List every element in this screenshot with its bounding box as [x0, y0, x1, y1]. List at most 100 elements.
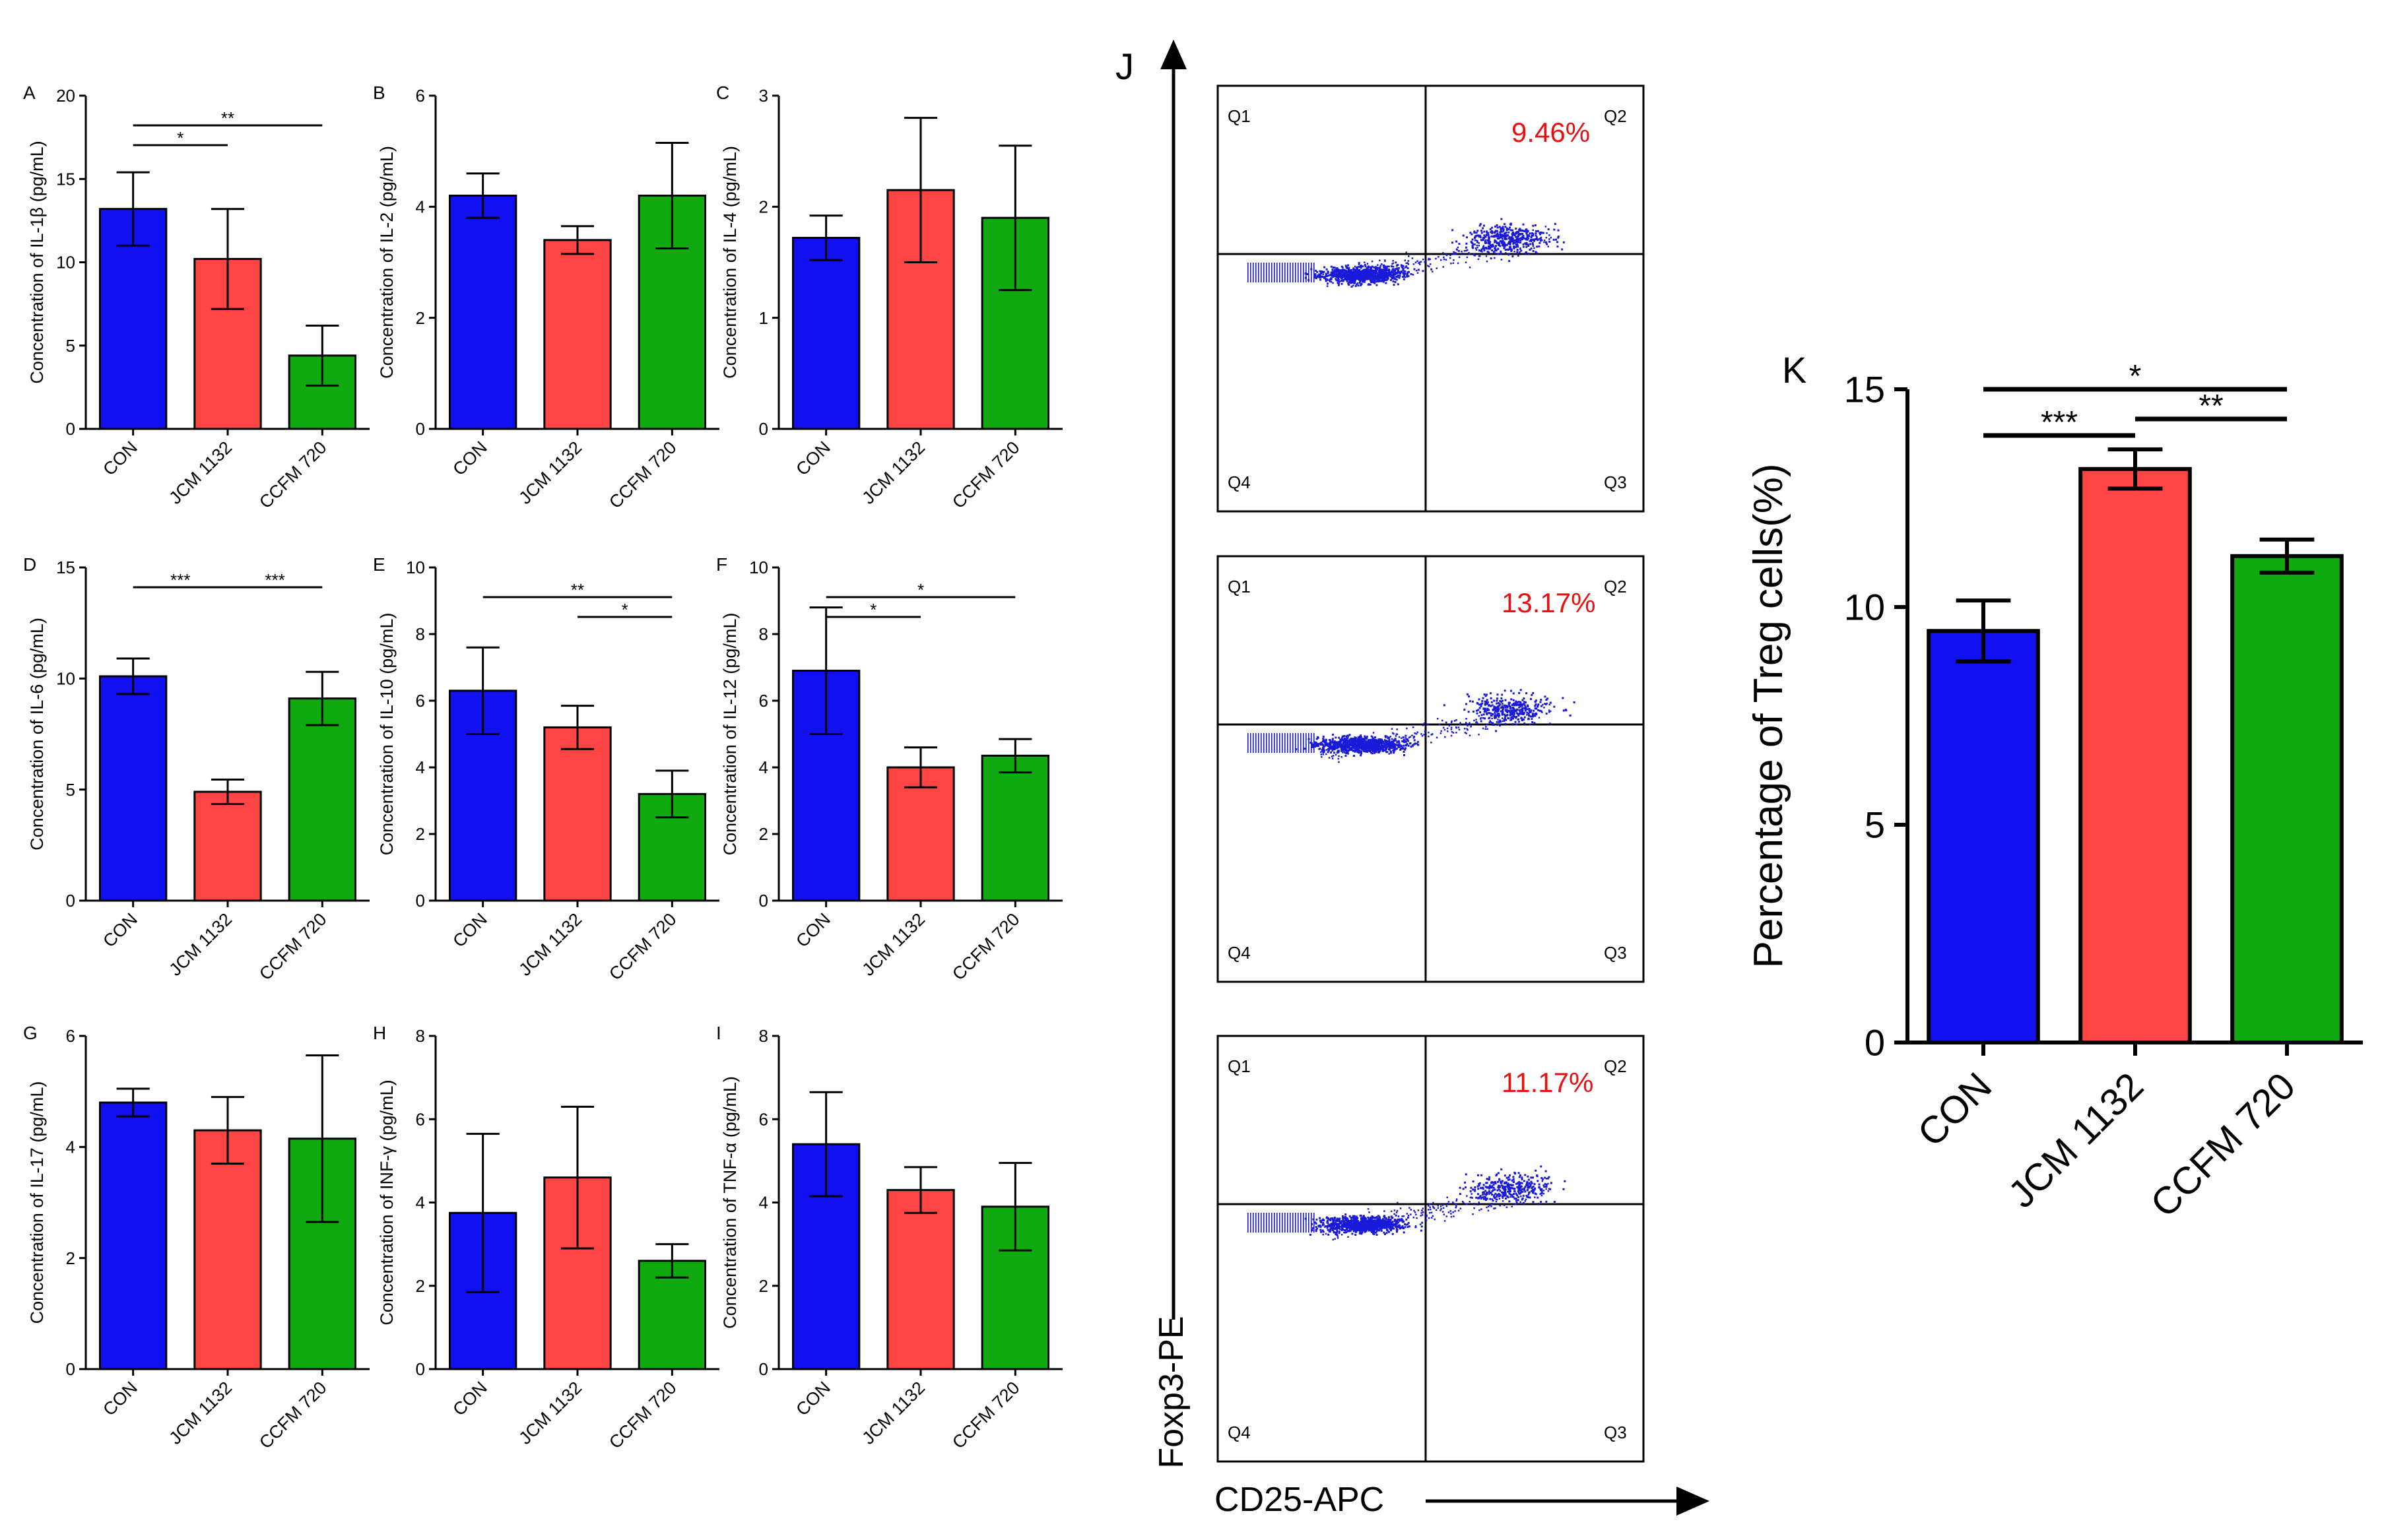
flow-dot	[1429, 1211, 1431, 1214]
flow-dot	[1509, 241, 1511, 244]
flow-dot	[1390, 1215, 1393, 1218]
flow-dot	[1486, 250, 1489, 253]
flow-dot	[1533, 240, 1536, 242]
flow-dot	[1428, 265, 1430, 268]
flow-dot-stripe	[1311, 1213, 1312, 1233]
flow-dot	[1496, 724, 1499, 726]
flow-dot	[1322, 735, 1325, 738]
flow-dot-stripe	[1282, 263, 1283, 282]
flow-dot	[1408, 736, 1410, 739]
flow-dot	[1489, 228, 1492, 231]
significance-label: *	[177, 128, 183, 148]
flow-dot	[1368, 1217, 1371, 1220]
flow-dot-stripe	[1290, 1213, 1291, 1233]
flow-dot-stripe	[1287, 1213, 1288, 1233]
significance-label: ***	[265, 570, 284, 590]
flow-dot	[1401, 740, 1404, 743]
flow-dot	[1375, 266, 1377, 268]
flow-dot	[1409, 736, 1411, 738]
flow-dot	[1350, 744, 1353, 747]
flow-dot	[1538, 1183, 1540, 1186]
flow-dot	[1467, 249, 1469, 251]
flow-dot	[1358, 272, 1361, 274]
flow-dot	[1397, 1221, 1400, 1224]
flow-dot	[1392, 746, 1395, 749]
flow-dot	[1524, 701, 1527, 704]
flow-dot	[1486, 239, 1489, 241]
flow-dot	[1549, 701, 1552, 704]
y-tick-label: 6	[759, 1109, 768, 1129]
flow-dot	[1401, 266, 1404, 269]
flow-dot	[1525, 245, 1528, 248]
flow-dot	[1488, 717, 1490, 720]
y-tick-label: 2	[416, 308, 425, 328]
flow-dot	[1478, 715, 1480, 717]
flow-dot	[1477, 1174, 1480, 1176]
flow-dot	[1391, 276, 1394, 278]
flow-dot	[1422, 724, 1424, 726]
y-axis-label: Concentration of IL-1β (pg/mL)	[27, 141, 47, 383]
flow-dot	[1380, 1223, 1383, 1225]
flow-dot	[1529, 697, 1532, 700]
flow-dot	[1337, 745, 1339, 748]
flow-dot	[1371, 273, 1373, 274]
flow-dot	[1492, 724, 1494, 726]
flow-dot	[1494, 1196, 1496, 1199]
flow-dot	[1344, 755, 1347, 757]
flow-dot	[1505, 234, 1508, 237]
flow-dot	[1530, 236, 1533, 239]
flow-dot	[1391, 276, 1393, 279]
flow-dot	[1503, 720, 1505, 722]
flow-dot	[1490, 231, 1492, 234]
flow-dot	[1377, 1222, 1380, 1225]
flow-dot	[1502, 240, 1504, 242]
flow-dot	[1442, 252, 1444, 254]
flow-dot	[1532, 233, 1535, 236]
flow-dot	[1392, 265, 1395, 268]
flow-dot	[1375, 751, 1377, 754]
flow-dot	[1327, 751, 1329, 754]
flow-dot	[1364, 276, 1367, 278]
flow-dot	[1366, 273, 1369, 275]
flow-dot	[1354, 742, 1357, 745]
flow-dot	[1381, 1227, 1383, 1229]
flow-dot	[1480, 1197, 1483, 1199]
flow-dot	[1362, 269, 1365, 271]
flow-dot	[1331, 755, 1333, 757]
flow-dot	[1385, 744, 1387, 746]
flow-dot	[1496, 699, 1498, 702]
flow-dot	[1511, 229, 1514, 232]
flow-dot	[1500, 1180, 1502, 1183]
flow-dot	[1331, 269, 1334, 271]
flow-dot	[1383, 1217, 1386, 1219]
flow-dot	[1340, 745, 1343, 748]
flow-dot	[1510, 719, 1513, 721]
flow-dot	[1315, 1222, 1317, 1225]
y-tick-label: 4	[66, 1137, 75, 1157]
flow-dot	[1515, 241, 1517, 243]
flow-dot	[1355, 269, 1358, 272]
flow-dot	[1342, 1223, 1344, 1225]
flow-dot	[1391, 1221, 1393, 1224]
flow-dot	[1467, 724, 1469, 727]
flow-dot	[1486, 1186, 1489, 1189]
flow-dot	[1502, 230, 1505, 232]
flow-dot	[1461, 250, 1463, 253]
flow-dot	[1353, 282, 1356, 284]
flow-dot	[1390, 1223, 1393, 1225]
y-axis-label: Concentration of IL-17 (pg/mL)	[27, 1081, 47, 1324]
flow-dot	[1348, 270, 1350, 273]
flow-dot	[1395, 275, 1398, 278]
flow-dot	[1354, 736, 1357, 739]
flow-dot	[1350, 739, 1352, 742]
flow-dot	[1346, 280, 1348, 282]
flow-dot	[1512, 1178, 1515, 1180]
flow-dot	[1330, 751, 1333, 754]
flow-dot	[1413, 739, 1416, 742]
flow-dot	[1480, 248, 1483, 251]
flow-dot	[1496, 1194, 1498, 1196]
flow-dot	[1527, 1188, 1529, 1191]
flow-dot	[1383, 1210, 1385, 1212]
flow-dot	[1496, 241, 1498, 244]
flow-dot	[1414, 261, 1417, 264]
